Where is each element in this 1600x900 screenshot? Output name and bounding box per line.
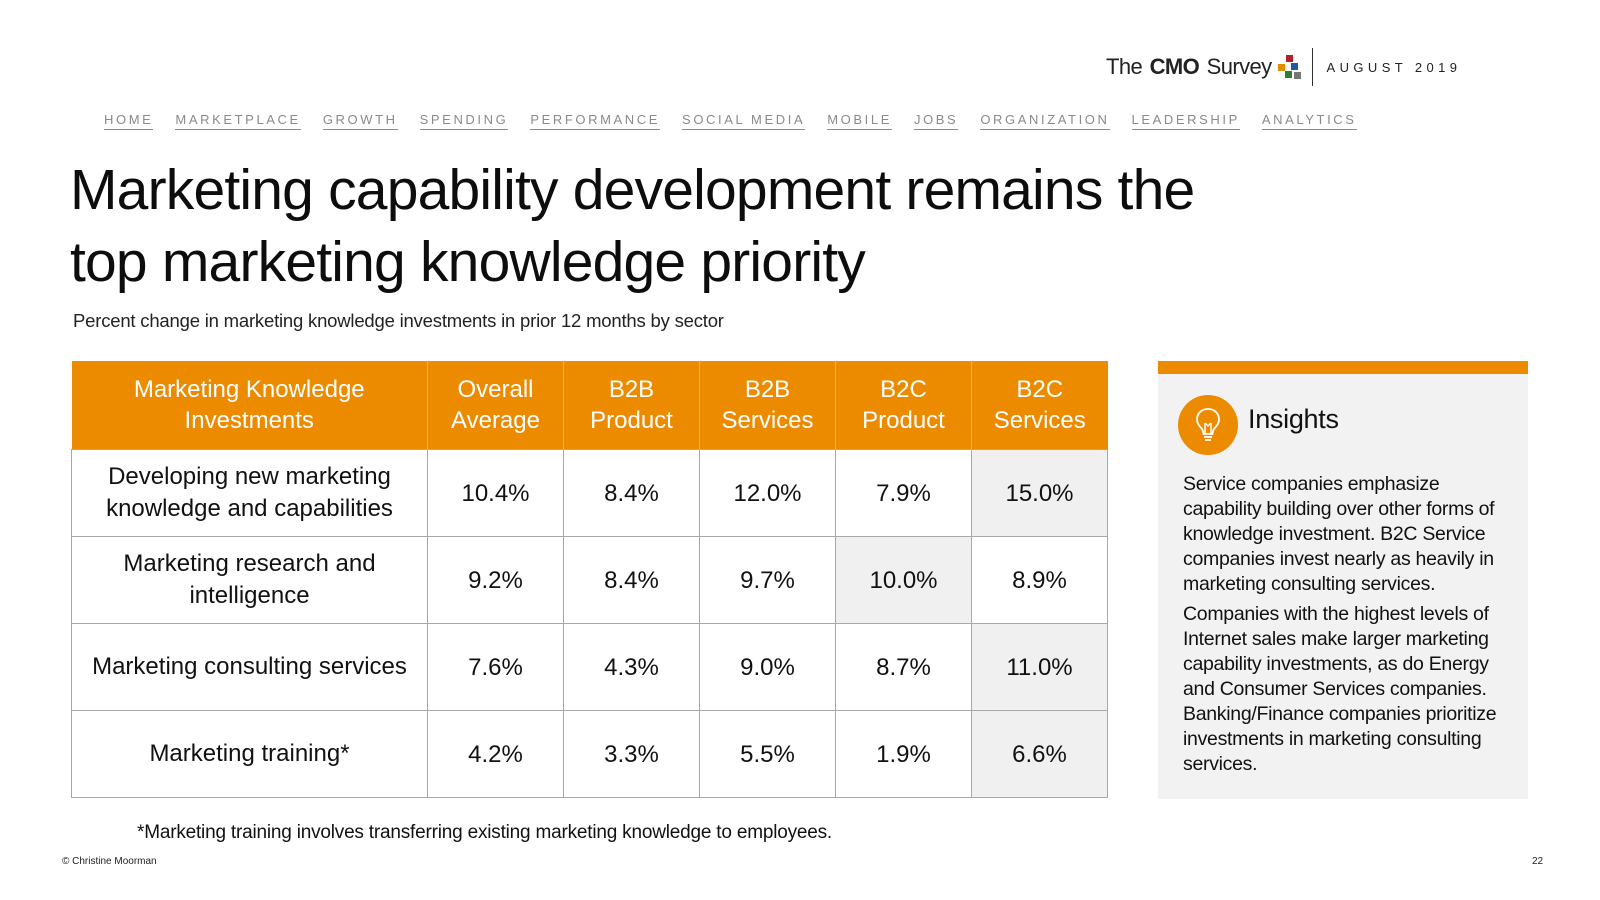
row-label: Marketing research and intelligence <box>71 536 428 624</box>
table-row: Marketing consulting services 7.6% 4.3% … <box>71 623 1108 711</box>
nav-spending[interactable]: SPENDING <box>419 112 509 130</box>
logo-text: The CMO Survey <box>1106 54 1272 79</box>
column-header: B2C Services <box>971 361 1108 450</box>
page-title: Marketing capability development remains… <box>70 158 1195 294</box>
table-cell: 8.4% <box>563 536 700 624</box>
column-header: B2C Product <box>835 361 972 450</box>
table-row: Marketing training* 4.2% 3.3% 5.5% 1.9% … <box>71 710 1108 798</box>
row-label: Marketing training* <box>71 710 428 798</box>
table-header-row: Marketing Knowledge Investments Overall … <box>71 361 1108 450</box>
column-header: B2B Services <box>699 361 836 450</box>
table-cell: 9.7% <box>699 536 836 624</box>
column-header: Overall Average <box>427 361 564 450</box>
table-cell: 4.2% <box>427 710 564 798</box>
table-cell: 7.6% <box>427 623 564 711</box>
nav-leadership[interactable]: LEADERSHIP <box>1131 112 1240 130</box>
insights-title: Insights <box>1248 404 1339 434</box>
insights-body: Service companies emphasize capability b… <box>1183 472 1515 782</box>
survey-date: AUGUST 2019 <box>1326 59 1462 75</box>
table-cell: 4.3% <box>563 623 700 711</box>
top-navigation: HOME MARKETPLACE GROWTH SPENDING PERFORM… <box>104 112 1504 130</box>
table-cell: 10.4% <box>427 449 564 537</box>
insight-paragraph: Companies with the highest levels of Int… <box>1183 603 1497 775</box>
column-header: Marketing Knowledge Investments <box>71 361 428 450</box>
row-label: Developing new marketing knowledge and c… <box>71 449 428 537</box>
page-subtitle: Percent change in marketing knowledge in… <box>73 310 724 331</box>
table-cell-highlighted: 10.0% <box>835 536 972 624</box>
table-cell: 5.5% <box>699 710 836 798</box>
brand-header: The CMO Survey AUGUST 2019 <box>1106 48 1461 86</box>
table-cell: 1.9% <box>835 710 972 798</box>
page-number: 22 <box>1532 856 1544 867</box>
nav-marketplace[interactable]: MARKETPLACE <box>175 112 301 130</box>
cmo-survey-logo: The CMO Survey <box>1106 54 1272 80</box>
table-cell-highlighted: 6.6% <box>971 710 1108 798</box>
table-cell: 9.2% <box>427 536 564 624</box>
nav-jobs[interactable]: JOBS <box>913 112 959 130</box>
insights-panel: Insights Service companies emphasize cap… <box>1158 361 1528 799</box>
nav-social-media[interactable]: SOCIAL MEDIA <box>682 112 806 130</box>
nav-performance[interactable]: PERFORMANCE <box>530 112 661 130</box>
lightbulb-icon <box>1178 395 1238 455</box>
table-cell: 8.9% <box>971 536 1108 624</box>
table-cell: 3.3% <box>563 710 700 798</box>
column-header: B2B Product <box>563 361 700 450</box>
knowledge-investments-table: Marketing Knowledge Investments Overall … <box>71 361 1108 798</box>
row-label: Marketing consulting services <box>71 623 428 711</box>
table-cell-highlighted: 11.0% <box>971 623 1108 711</box>
table-cell: 7.9% <box>835 449 972 537</box>
table-footnote: *Marketing training involves transferrin… <box>137 822 832 843</box>
nav-growth[interactable]: GROWTH <box>322 112 398 130</box>
copyright: © Christine Moorman <box>62 856 157 867</box>
nav-analytics[interactable]: ANALYTICS <box>1261 112 1357 130</box>
table-cell: 8.4% <box>563 449 700 537</box>
header-divider <box>1311 48 1313 86</box>
logo-dots-icon <box>1274 52 1302 82</box>
table-cell: 12.0% <box>699 449 836 537</box>
insight-paragraph: Service companies emphasize capability b… <box>1183 473 1495 595</box>
nav-mobile[interactable]: MOBILE <box>827 112 892 130</box>
table-row: Developing new marketing knowledge and c… <box>71 449 1108 537</box>
nav-home[interactable]: HOME <box>104 112 154 130</box>
table-cell: 8.7% <box>835 623 972 711</box>
table-cell-highlighted: 15.0% <box>971 449 1108 537</box>
table-row: Marketing research and intelligence 9.2%… <box>71 536 1108 624</box>
table-cell: 9.0% <box>699 623 836 711</box>
nav-organization[interactable]: ORGANIZATION <box>980 112 1110 130</box>
